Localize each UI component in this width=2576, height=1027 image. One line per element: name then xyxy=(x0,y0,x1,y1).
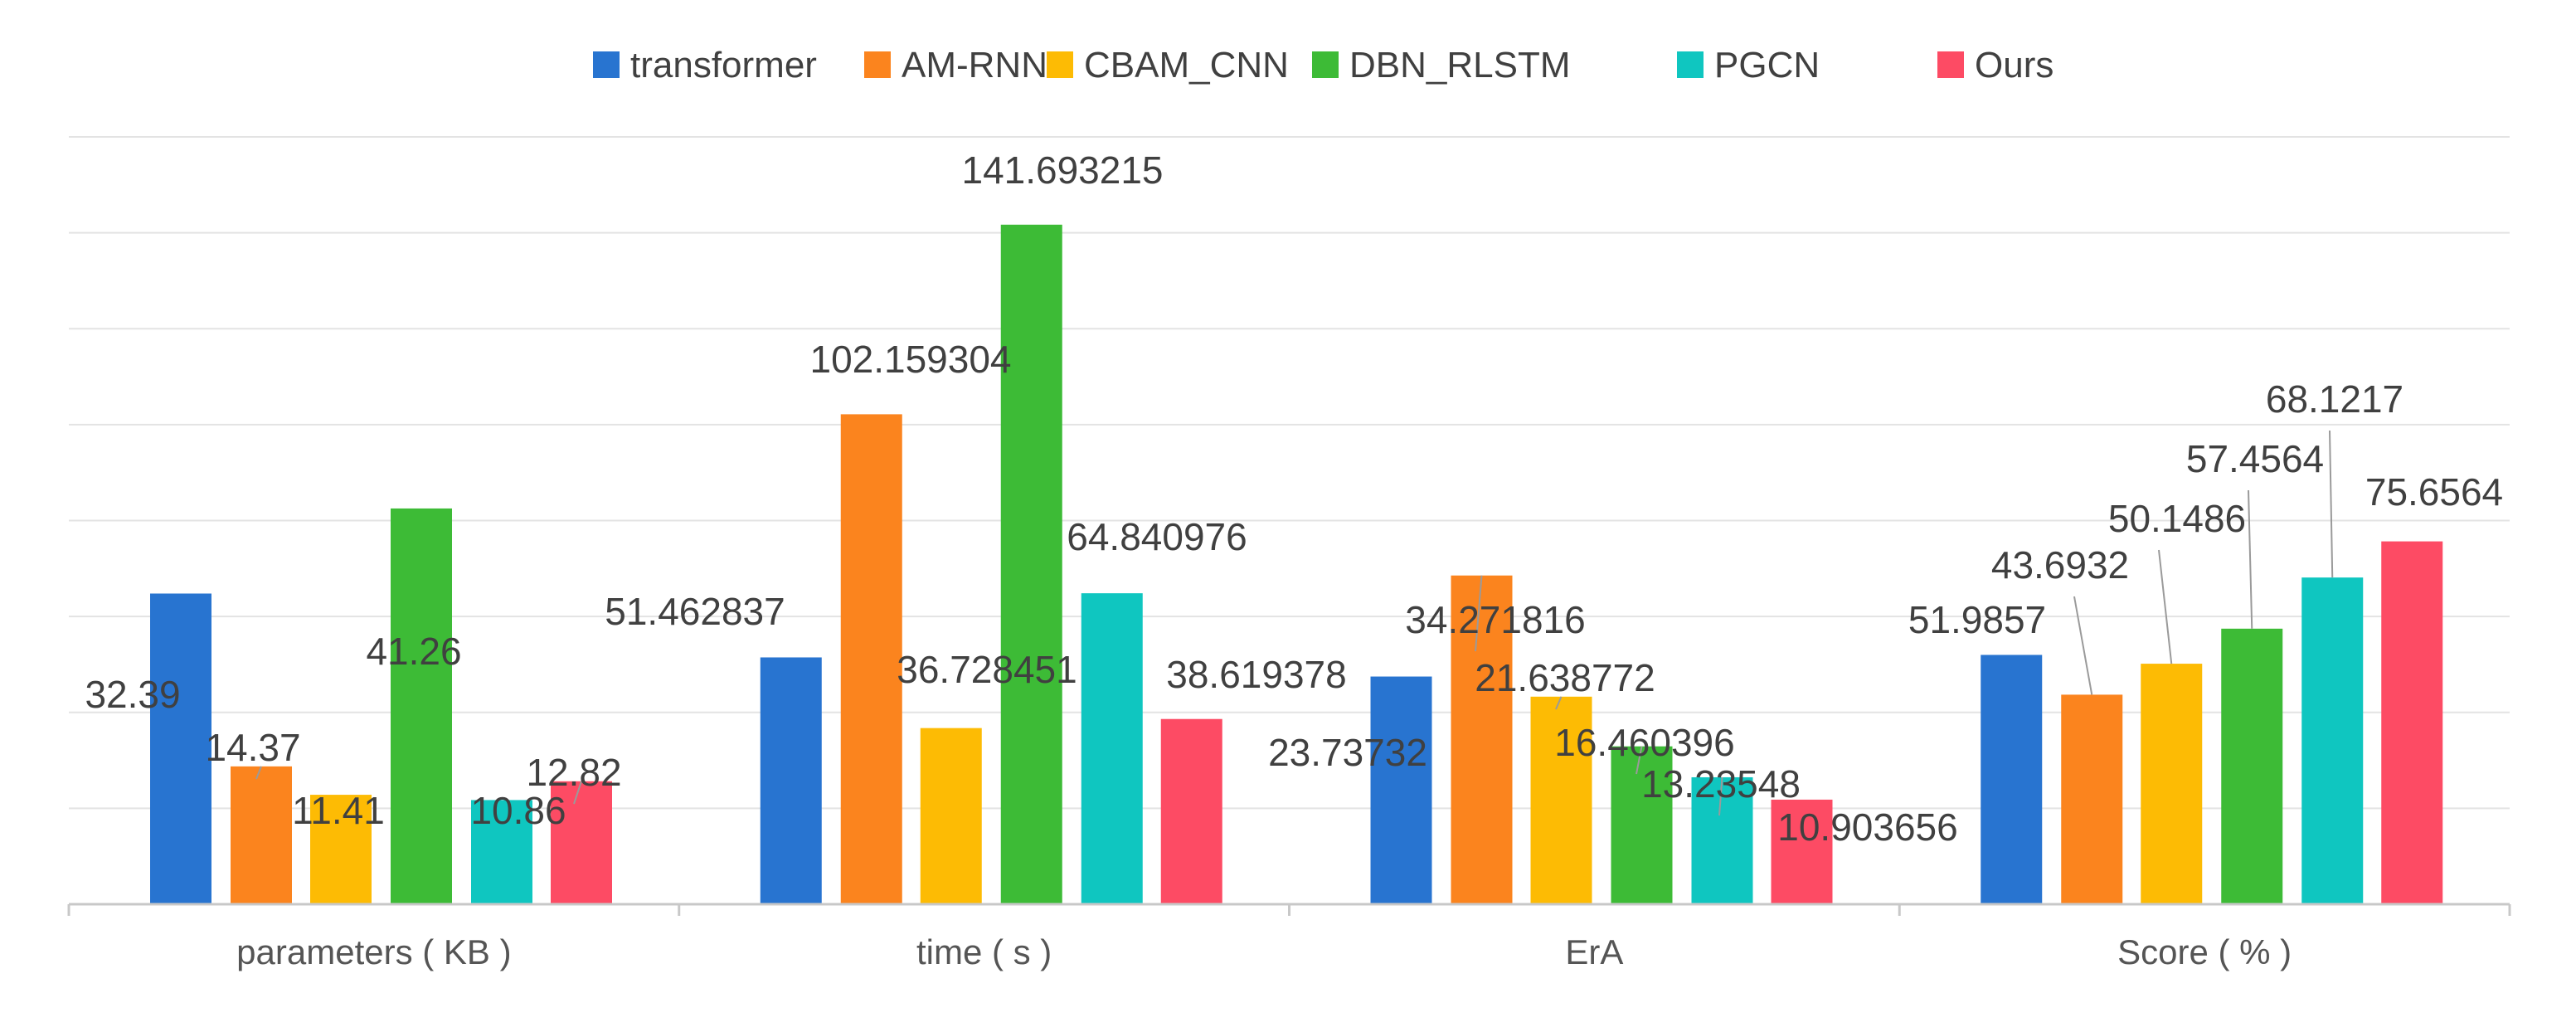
bar-transformer xyxy=(760,657,822,904)
data-label: 14.37 xyxy=(205,726,300,769)
bar-cbam-cnn xyxy=(920,728,982,904)
bar-dbn-rlstm xyxy=(2221,628,2283,904)
bar-pgcn xyxy=(471,800,532,904)
legend-swatch xyxy=(1937,51,1964,78)
bar-dbn-rlstm xyxy=(391,508,452,904)
bar-pgcn xyxy=(1691,776,1753,904)
bar-ours xyxy=(2381,541,2443,904)
bar-ours xyxy=(1160,718,1222,904)
bar-pgcn xyxy=(2301,577,2364,904)
legend-label: AM-RNN xyxy=(902,45,1047,85)
data-label: 141.693215 xyxy=(961,148,1163,192)
legend-label: CBAM_CNN xyxy=(1084,45,1289,85)
data-label: 38.619378 xyxy=(1166,653,1346,696)
data-label: 32.39 xyxy=(85,673,180,716)
bar-cbam-cnn xyxy=(1530,696,1592,904)
legend-swatch xyxy=(864,51,891,78)
bar-transformer xyxy=(150,593,211,904)
bar-ours xyxy=(1771,799,1833,904)
legend: transformer AM-RNN CBAM_CNN DBN_RLSTM PGCN Ou… xyxy=(593,45,2054,85)
bar-dbn-rlstm xyxy=(1611,746,1673,904)
leader-lines xyxy=(255,430,2334,816)
legend-item: CBAM_CNN xyxy=(1047,45,1289,85)
legend-item: PGCN xyxy=(1677,45,1820,85)
data-label: 10.86 xyxy=(470,789,566,832)
leader-line xyxy=(2329,430,2334,578)
bar-ours xyxy=(551,781,612,904)
x-axis: parameters ( KB ) time ( s ) ErA Score ( % … xyxy=(67,903,2511,971)
data-label: 64.840976 xyxy=(1067,515,1247,558)
x-tick-label: ErA xyxy=(1565,932,1623,971)
bar-am-rnn xyxy=(840,414,902,905)
leader-line xyxy=(255,766,262,780)
x-tick-label: time ( s ) xyxy=(916,932,1052,971)
data-label: 43.6932 xyxy=(1991,543,2129,587)
data-label: 102.159304 xyxy=(809,338,1011,381)
bars xyxy=(150,224,2443,905)
leader-line xyxy=(2073,596,2093,695)
leader-line xyxy=(2158,549,2173,664)
legend-swatch xyxy=(1047,51,1073,78)
bar-am-rnn xyxy=(231,766,292,904)
legend-item: AM-RNN xyxy=(864,45,1047,85)
legend-swatch xyxy=(1312,51,1339,78)
leader-line xyxy=(1555,696,1563,710)
legend-item: Ours xyxy=(1937,45,2054,85)
legend-label: transformer xyxy=(630,45,817,85)
data-label: 75.6564 xyxy=(2365,470,2503,514)
bar-cbam-cnn xyxy=(2141,664,2203,904)
data-label: 10.903656 xyxy=(1777,806,1957,849)
bar-pgcn xyxy=(1081,593,1143,904)
data-label: 23.73732 xyxy=(1268,731,1427,774)
bar-dbn-rlstm xyxy=(1000,224,1062,905)
bar-transformer xyxy=(1370,676,1432,904)
data-label: 68.1217 xyxy=(2266,377,2403,421)
leader-line xyxy=(1718,776,1723,816)
gridlines xyxy=(69,136,2510,810)
bar-am-rnn xyxy=(2061,694,2123,904)
data-label: 36.728451 xyxy=(897,648,1077,691)
bar-cbam-cnn xyxy=(310,795,372,904)
bar-transformer xyxy=(1981,655,2043,904)
leader-line xyxy=(573,781,582,805)
leader-line xyxy=(1475,575,1483,652)
legend-swatch xyxy=(1677,51,1704,78)
legend-label: Ours xyxy=(1975,45,2054,85)
legend-label: PGCN xyxy=(1714,45,1820,85)
data-label: 12.82 xyxy=(526,751,621,794)
data-label: 34.271816 xyxy=(1405,598,1585,641)
legend-item: transformer xyxy=(593,45,817,85)
data-label: 51.9857 xyxy=(1908,598,2046,641)
legend-item: DBN_RLSTM xyxy=(1312,45,1571,85)
data-label: 13.23548 xyxy=(1641,762,1801,806)
leader-line xyxy=(2248,489,2253,629)
data-label: 57.4564 xyxy=(2186,437,2324,480)
data-label: 51.462837 xyxy=(605,590,785,633)
legend-label: DBN_RLSTM xyxy=(1349,45,1571,85)
data-label: 41.26 xyxy=(366,630,461,673)
legend-swatch xyxy=(593,51,620,78)
bar-am-rnn xyxy=(1451,575,1513,904)
data-label: 21.638772 xyxy=(1475,656,1655,699)
data-label: 16.460396 xyxy=(1554,721,1734,764)
x-tick-label: Score ( % ) xyxy=(2117,932,2292,971)
leader-line xyxy=(1636,746,1643,775)
data-label: 11.41 xyxy=(292,789,385,832)
x-tick-label: parameters ( KB ) xyxy=(236,932,511,971)
data-label: 50.1486 xyxy=(2108,497,2246,540)
